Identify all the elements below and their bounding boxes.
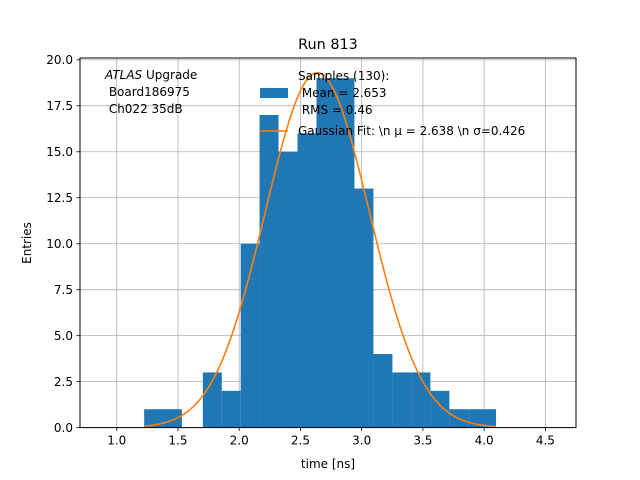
legend-label-samples: RMS = 0.46 (298, 103, 373, 117)
legend-label-samples: Mean = 2.653 (298, 86, 387, 100)
y-tick-label: 0.0 (54, 421, 73, 435)
annotation-text: Board186975 (105, 85, 190, 99)
annotation-line: Ch022 35dB (105, 102, 183, 116)
histogram-bars (144, 78, 497, 428)
y-tick-label: 5.0 (54, 329, 73, 343)
x-tick-label: 2.5 (291, 434, 310, 448)
annotation-text: Upgrade (142, 68, 197, 82)
y-tick-label: 10.0 (46, 237, 73, 251)
histogram-bar (202, 372, 222, 428)
x-tick-label: 4.0 (475, 434, 494, 448)
histogram-bar (278, 151, 298, 428)
x-tick-label: 4.5 (536, 434, 555, 448)
legend-label-samples: Samples (130): (298, 69, 389, 83)
chart-title: Run 813 (298, 37, 358, 53)
y-axis-ticks: 0.0 2.5 5.0 7.5 10.0 12.5 15.0 17.5 20.0 (46, 53, 80, 435)
y-tick-label: 7.5 (54, 283, 73, 297)
x-axis-label: time [ns] (301, 457, 355, 471)
histogram-bar (354, 188, 374, 428)
atlas-annotation: ATLAS Upgrade Board186975 Ch022 35dB (104, 68, 197, 116)
x-axis-ticks: 1.0 1.5 2.0 2.5 3.0 3.5 4.0 4.5 (107, 427, 555, 448)
y-tick-label: 2.5 (54, 375, 73, 389)
histogram-bar (144, 409, 164, 428)
annotation-line: ATLAS Upgrade (104, 68, 197, 82)
histogram-bar (411, 372, 431, 428)
x-tick-label: 1.5 (168, 434, 187, 448)
histogram-bar (373, 354, 393, 428)
histogram-bar (259, 115, 279, 428)
x-tick-label: 3.0 (352, 434, 371, 448)
annotation-italic-text: ATLAS (104, 68, 143, 82)
histogram-bar (221, 390, 241, 428)
legend-label-fit: Gaussian Fit: \n μ = 2.638 \n σ=0.426 (298, 124, 525, 138)
axes-frame (79, 57, 577, 429)
x-tick-label: 2.0 (230, 434, 249, 448)
histogram-bar (392, 372, 412, 428)
histogram-bar (468, 409, 497, 428)
fit-curve-line (144, 71, 497, 428)
y-tick-label: 17.5 (46, 99, 73, 113)
y-tick-label: 12.5 (46, 191, 73, 205)
annotation-text: Ch022 35dB (105, 102, 183, 116)
annotation-line: Board186975 (105, 85, 190, 99)
histogram-bar (297, 133, 317, 428)
gaussian-fit-curve (144, 71, 497, 428)
x-tick-label: 1.0 (107, 434, 126, 448)
legend-swatch-samples (260, 88, 288, 98)
histogram-bar (335, 78, 355, 428)
histogram-bar (163, 409, 182, 428)
y-tick-label: 15.0 (46, 145, 73, 159)
x-tick-label: 3.5 (413, 434, 432, 448)
y-tick-label: 20.0 (46, 53, 73, 67)
histogram-bar (316, 78, 336, 428)
legend: Samples (130): Mean = 2.653 RMS = 0.46 Ga… (260, 69, 525, 138)
y-axis-label: Entries (20, 222, 34, 264)
